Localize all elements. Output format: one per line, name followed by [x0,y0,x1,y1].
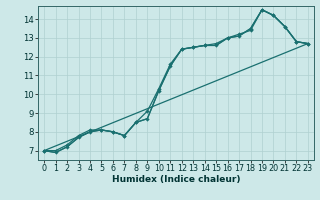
X-axis label: Humidex (Indice chaleur): Humidex (Indice chaleur) [112,175,240,184]
